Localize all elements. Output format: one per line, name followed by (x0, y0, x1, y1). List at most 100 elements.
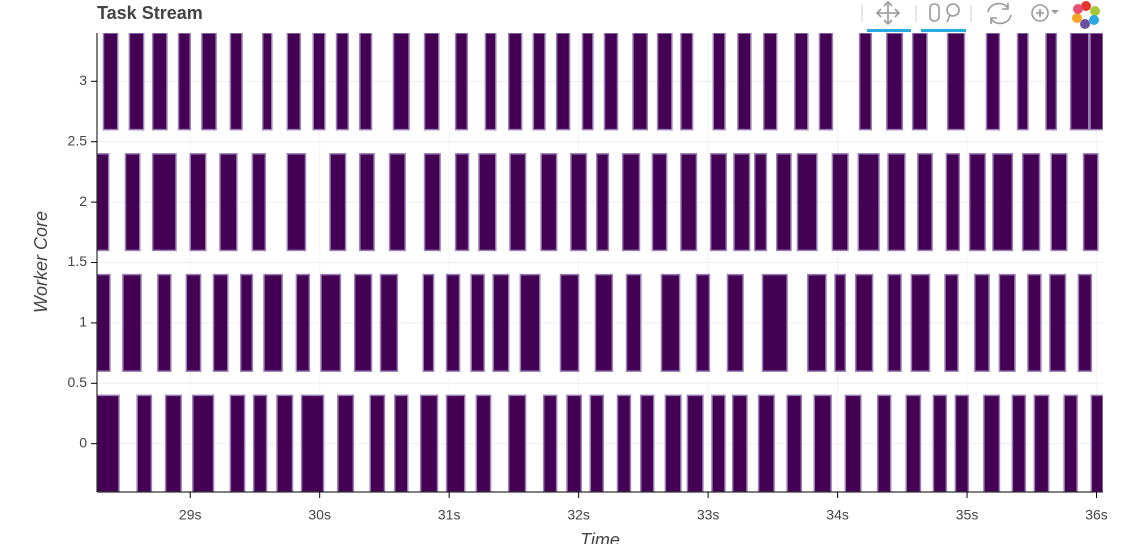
task-bar (905, 394, 922, 492)
task-bar (686, 394, 704, 492)
task-bar (954, 394, 970, 492)
task-bar (212, 273, 229, 372)
task-bar (566, 394, 582, 492)
task-bar (445, 394, 466, 492)
task-bar (616, 394, 632, 492)
task-bar (775, 153, 792, 252)
task-bar (177, 33, 191, 131)
task-bar (492, 273, 510, 372)
task-bar (509, 153, 527, 252)
x-tick-label: 32s (567, 507, 590, 523)
task-bar (968, 153, 986, 252)
x-tick-label: 34s (826, 507, 849, 523)
task-bar (911, 33, 928, 131)
task-bar (124, 153, 141, 252)
x-tick-label: 35s (956, 507, 979, 523)
task-bar (945, 153, 961, 252)
task-bar (335, 33, 349, 131)
task-bar (854, 273, 874, 372)
task-bar (295, 273, 311, 372)
task-bar (507, 394, 527, 492)
task-bar (320, 273, 342, 372)
task-bar (329, 153, 347, 252)
x-tick-label: 30s (308, 507, 331, 523)
task-bar (974, 273, 990, 372)
task-bar (680, 153, 698, 252)
chart-title: Task Stream (97, 3, 203, 23)
task-bar (185, 273, 202, 372)
task-bar (507, 33, 523, 131)
task-bar (1049, 273, 1067, 372)
task-bar (1045, 33, 1058, 131)
task-bar (422, 273, 435, 372)
task-bar (946, 33, 966, 131)
active-indicator (921, 29, 966, 32)
task-bar (763, 33, 778, 131)
task-bar (807, 273, 827, 372)
task-bar (359, 33, 373, 131)
x-axis-label: Time (580, 530, 620, 544)
task-bar (445, 273, 461, 372)
task-bar (201, 33, 217, 131)
task-bar (711, 394, 726, 492)
task-bar (1090, 394, 1103, 492)
task-bar (337, 394, 355, 492)
task-bar (887, 153, 906, 252)
axes: 0 0.5 1 1.5 2 2.5 3 29s 30s 31s 32s 33s 34s 35s 36s (68, 72, 1108, 523)
task-bar (423, 33, 440, 131)
task-bar (589, 394, 604, 492)
toolbar (861, 0, 1100, 32)
y-tick-label: 1.5 (68, 253, 88, 269)
task-bar (757, 394, 775, 492)
task-bar (712, 33, 726, 131)
task-bar (761, 273, 788, 372)
task-bar (388, 153, 406, 252)
task-bar (603, 33, 619, 131)
task-bar (640, 394, 655, 492)
task-bar (312, 33, 326, 131)
task-bar (157, 273, 172, 372)
task-bar (857, 153, 880, 252)
task-bar (97, 394, 120, 492)
task-bar (540, 153, 558, 252)
task-bar (353, 273, 373, 372)
wheel-zoom-tool[interactable] (929, 3, 960, 23)
task-bar (656, 33, 673, 131)
bars (97, 33, 1103, 492)
task-bar (136, 394, 153, 492)
task-bar (229, 394, 246, 492)
y-tick-label: 1 (79, 314, 87, 330)
task-bar (423, 153, 441, 252)
task-bar (992, 153, 1014, 252)
task-bar (726, 273, 744, 372)
task-bar (359, 153, 375, 252)
task-bar (369, 394, 386, 492)
task-bar (1063, 394, 1078, 492)
bokeh-logo[interactable] (1072, 1, 1100, 29)
hover-tool[interactable] (1031, 4, 1059, 22)
task-bar (1033, 394, 1050, 492)
x-tick-label: 29s (179, 507, 202, 523)
task-bar (261, 33, 273, 131)
task-bar (664, 394, 682, 492)
task-bar (542, 394, 558, 492)
task-bar (596, 153, 610, 252)
task-bar (737, 33, 752, 131)
task-bar (519, 273, 541, 372)
task-bar (470, 273, 485, 372)
task-bar (733, 153, 751, 252)
y-tick-label: 2.5 (68, 132, 88, 148)
task-bar (532, 33, 546, 131)
pan-tool[interactable] (875, 0, 901, 26)
reset-tool[interactable] (987, 2, 1012, 25)
task-bar (286, 153, 307, 252)
y-axis-label: Worker Core (31, 211, 51, 313)
task-bar (944, 273, 959, 372)
task-bar (1016, 33, 1029, 131)
task-bar (1027, 273, 1042, 372)
task-bar (709, 153, 727, 252)
task-bar (680, 33, 694, 131)
task-bar (910, 273, 931, 372)
task-bar (660, 273, 681, 372)
task-bar (858, 33, 872, 131)
